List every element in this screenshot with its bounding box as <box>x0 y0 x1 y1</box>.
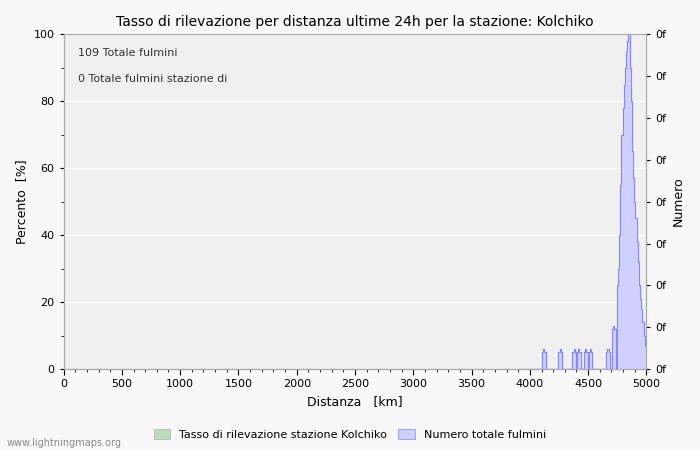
Text: www.lightningmaps.org: www.lightningmaps.org <box>7 438 122 448</box>
X-axis label: Distanza   [km]: Distanza [km] <box>307 395 402 408</box>
Text: 109 Totale fulmini: 109 Totale fulmini <box>78 48 178 58</box>
Y-axis label: Percento  [%]: Percento [%] <box>15 159 28 244</box>
Text: 0 Totale fulmini stazione di: 0 Totale fulmini stazione di <box>78 75 228 85</box>
Y-axis label: Numero: Numero <box>672 177 685 226</box>
Legend: Tasso di rilevazione stazione Kolchiko, Numero totale fulmini: Tasso di rilevazione stazione Kolchiko, … <box>149 425 551 445</box>
Title: Tasso di rilevazione per distanza ultime 24h per la stazione: Kolchiko: Tasso di rilevazione per distanza ultime… <box>116 15 594 29</box>
